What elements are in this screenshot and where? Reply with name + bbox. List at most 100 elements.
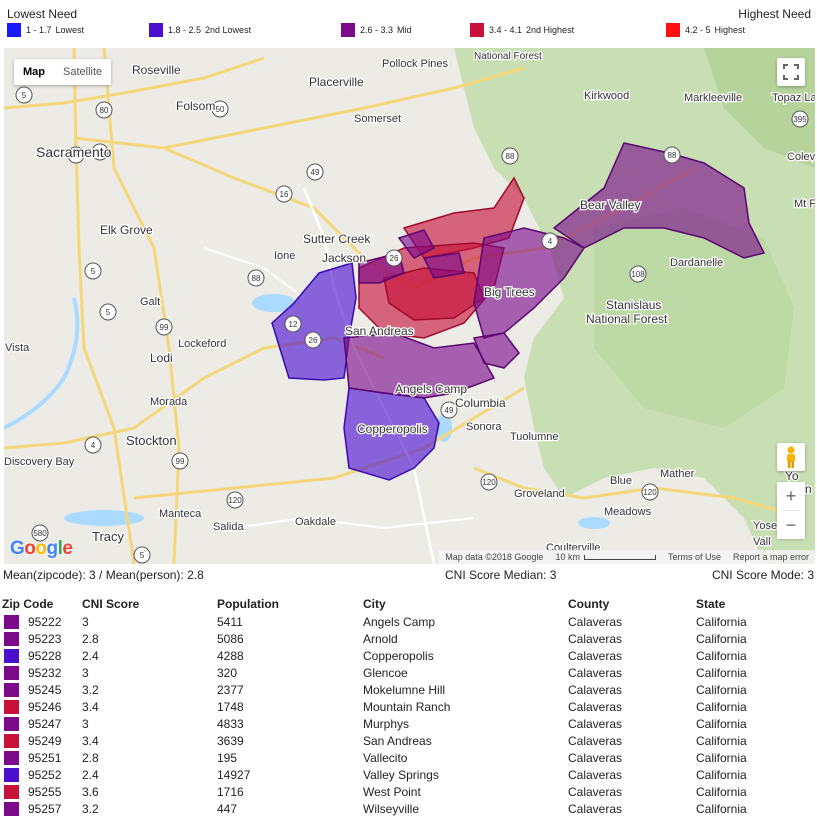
zoom-out-button[interactable]: − [777,511,805,539]
legend-range: 1 - 1.7 [26,25,52,35]
map-canvas[interactable]: 80 505 99164988458899512261084949912012058… [4,48,815,564]
population-cell: 1716 [217,784,244,799]
zip-region-95222[interactable] [343,332,496,399]
city-cell: Glencoe [363,665,408,680]
mode-stat: CNI Score Mode: 3 [711,568,814,582]
terms-link[interactable]: Terms of Use [667,552,721,562]
route-shield: 5 [15,86,33,104]
legend-label: Highest [714,25,746,35]
river [4,297,80,430]
zip-code: 95247 [28,716,62,731]
zip-cell: 95257 [2,800,82,817]
zip-region-95257[interactable] [422,252,465,279]
state-cell: California [696,631,747,646]
zip-code: 95249 [28,733,62,748]
county-cell: Calaveras [568,784,623,799]
route-shield: 88 [247,269,265,287]
place-label: Columbia [455,396,506,410]
svg-text:108: 108 [631,270,645,279]
city-cell: Mokelumne Hill [363,682,446,697]
score-color-swatch [4,733,19,748]
cni-score-cell: 3.2 [82,682,99,697]
cni-score-cell: 2.8 [82,750,99,765]
place-label: Pollock Pines [382,58,449,70]
svg-text:395: 395 [793,115,807,124]
svg-text:99: 99 [160,323,169,332]
map[interactable]: 80 50 5 99 16 49 88 4 5 88 99 5 12 26 108 49 4 99 120 120 58… [4,48,815,564]
table-row: 95251 2.8 195 Vallecito Calaveras California [2,749,806,766]
delta-water [64,510,144,526]
google-logo[interactable]: Google [10,538,73,559]
state-cell: California [696,614,747,629]
place-label: Bear Valley [580,198,640,212]
cni-score-cell: 2.8 [82,631,99,646]
population-cell: 195 [217,750,238,765]
place-label: National Forest [474,51,542,62]
zip-region-95223[interactable] [473,227,586,339]
svg-text:80: 80 [100,106,109,115]
score-color-swatch [4,801,19,816]
state-cell: California [696,733,747,748]
place-label: Elk Grove [100,223,153,237]
state-cell: California [696,801,747,816]
median-stat: CNI Score Median: 3 [445,568,557,582]
report-error-link[interactable]: Report a map error [732,552,809,562]
zip-cell: 95228 [2,647,82,664]
place-label: Jackson [322,251,366,265]
route-shield: 12 [284,315,302,333]
place-label: Sutter Creek [303,232,371,246]
svg-text:88: 88 [668,151,677,160]
legend-item: 1.8 - 2.5 2nd Lowest [149,23,251,37]
place-label: Groveland [514,488,565,500]
zoom-in-button[interactable]: + [777,482,805,510]
zip-region-95252[interactable] [271,262,357,381]
map-attribution: Map data ©2018 Google 10 km Terms of Use… [439,550,815,564]
cni-score-cell: 3.6 [82,784,99,799]
svg-text:580: 580 [33,529,47,538]
place-label: Roseville [132,63,181,77]
zip-region-95232[interactable] [397,229,436,259]
place-label: Ione [274,250,295,262]
table-row: 95257 3.2 447 Wilseyville Calaveras Californi… [2,800,806,817]
svg-text:4: 4 [91,441,96,450]
svg-text:49: 49 [311,168,320,177]
header-population: Population [217,597,279,611]
place-label: National Forest [586,312,668,326]
svg-text:12: 12 [289,320,298,329]
state-cell: California [696,648,747,663]
population-cell: 4288 [217,648,244,663]
lake [578,517,610,529]
fullscreen-button[interactable] [777,58,805,86]
zip-regions[interactable] [271,142,766,481]
zip-region-95247[interactable] [552,142,766,259]
route-shield: 4 [84,436,102,454]
street-view-pegman[interactable] [777,443,805,471]
zip-cell: 95247 [2,715,82,732]
county-cell: Calaveras [568,767,623,782]
zoom-control: + − [777,482,805,539]
route-shield: 99 [155,318,173,336]
county-cell: Calaveras [568,699,623,714]
legend-label: Mid [397,25,412,35]
route-shield: 5 [99,303,117,321]
place-label: Angels Camp [395,382,467,396]
place-label: Tuolumne [510,431,559,443]
svg-text:4: 4 [548,237,553,246]
route-shield: 108 [629,265,647,283]
map-type-control: Map Satellite [14,59,112,85]
svg-text:120: 120 [482,478,496,487]
route-shields: 80 505 99164988458899512261084949912012058… [15,86,809,564]
zip-code: 95252 [28,767,62,782]
zip-cell: 95223 [2,630,82,647]
place-label: Blue [610,475,632,487]
place-label: Oakdale [295,516,336,528]
legend-range: 4.2 - 5 [685,25,711,35]
map-view-button[interactable]: Map [14,59,54,85]
zip-cell: 95251 [2,749,82,766]
city-cell: San Andreas [363,733,432,748]
cni-score-cell: 3.4 [82,699,99,714]
route-shield: 580 [31,524,49,542]
satellite-view-button[interactable]: Satellite [54,59,112,85]
zip-region-95251[interactable] [472,332,520,369]
header-county: County [568,597,610,611]
